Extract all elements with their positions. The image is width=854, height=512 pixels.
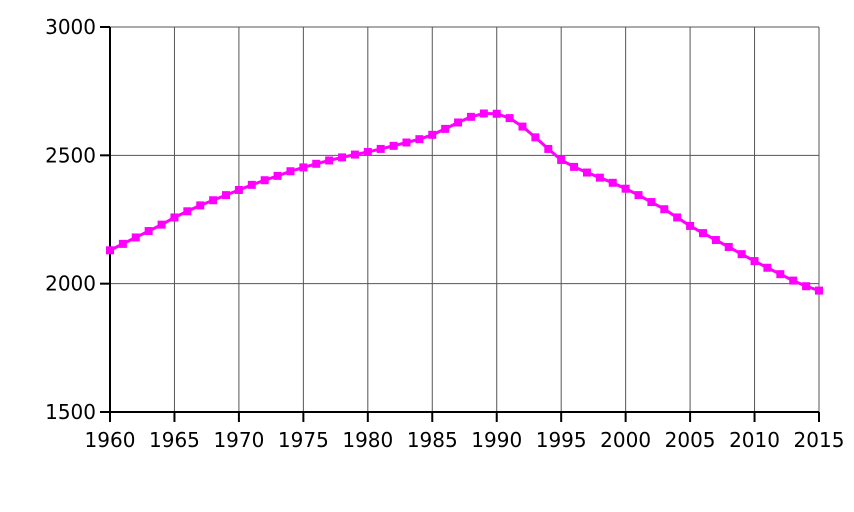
- marker: [466, 112, 475, 121]
- marker: [724, 242, 733, 251]
- marker: [492, 109, 501, 118]
- marker: [789, 276, 798, 285]
- marker: [711, 236, 720, 245]
- marker: [338, 153, 347, 162]
- marker: [209, 196, 218, 205]
- marker: [428, 130, 437, 139]
- marker: [157, 220, 166, 229]
- marker: [505, 114, 514, 123]
- y-tick-label: 2500: [45, 143, 96, 167]
- x-tick-label: 2010: [729, 428, 780, 452]
- marker: [118, 239, 127, 248]
- marker: [196, 201, 205, 210]
- marker: [106, 246, 114, 255]
- marker: [131, 233, 140, 242]
- marker: [222, 191, 231, 200]
- x-tick-label: 1985: [407, 428, 458, 452]
- marker: [660, 205, 669, 214]
- marker: [544, 144, 553, 153]
- marker: [531, 133, 540, 142]
- marker: [815, 286, 823, 295]
- marker: [350, 150, 359, 159]
- marker: [376, 144, 385, 153]
- x-tick-label: 1995: [536, 428, 587, 452]
- x-tick-label: 1980: [342, 428, 393, 452]
- marker: [273, 171, 282, 180]
- marker: [260, 176, 269, 185]
- marker: [673, 213, 682, 222]
- marker: [608, 178, 617, 187]
- x-tick-label: 1960: [85, 428, 136, 452]
- marker: [415, 135, 424, 144]
- marker: [312, 159, 321, 168]
- marker: [686, 221, 695, 230]
- marker: [750, 257, 759, 266]
- x-tick-label: 1970: [213, 428, 264, 452]
- x-tick-label: 2005: [665, 428, 716, 452]
- marker: [582, 168, 591, 177]
- marker: [183, 207, 192, 216]
- marker: [802, 282, 811, 291]
- marker: [286, 167, 295, 176]
- y-tick-label: 1500: [45, 400, 96, 424]
- x-tick-label: 1975: [278, 428, 329, 452]
- marker: [389, 141, 398, 150]
- marker: [776, 270, 785, 279]
- x-tick-label: 2000: [600, 428, 651, 452]
- marker: [170, 213, 179, 222]
- marker: [647, 198, 656, 207]
- y-tick-label: 3000: [45, 15, 96, 39]
- x-tick-label: 2015: [794, 428, 845, 452]
- marker: [621, 184, 630, 193]
- marker: [441, 124, 450, 133]
- marker: [299, 163, 308, 172]
- marker: [737, 250, 746, 259]
- marker: [454, 118, 463, 127]
- marker: [557, 155, 566, 164]
- marker: [570, 162, 579, 171]
- marker: [363, 147, 372, 156]
- marker: [698, 229, 707, 238]
- marker: [763, 263, 772, 272]
- x-tick-label: 1965: [149, 428, 200, 452]
- y-tick-label: 2000: [45, 272, 96, 296]
- marker: [247, 180, 256, 189]
- marker: [144, 227, 153, 236]
- marker: [234, 185, 243, 194]
- marker: [479, 109, 488, 118]
- x-tick-label: 1990: [471, 428, 522, 452]
- marker: [402, 138, 411, 147]
- marker: [518, 122, 527, 131]
- marker: [325, 156, 334, 165]
- marker: [634, 191, 643, 200]
- marker: [595, 173, 604, 182]
